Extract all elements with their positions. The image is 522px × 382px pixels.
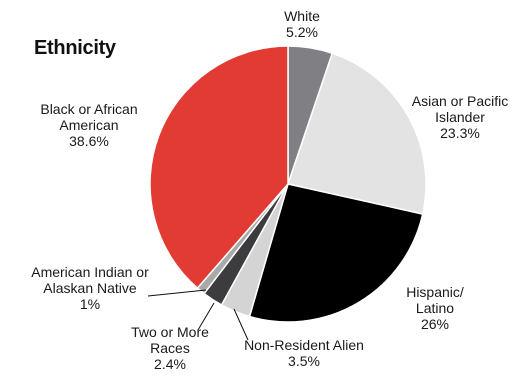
label-asian-pacific-islander: Asian or Pacific Islander 23.3% [402,93,518,141]
leader-line-two-or-more [197,302,215,331]
label-nonresident-value: 3.5% [288,353,320,369]
pie-slices [149,45,427,323]
leader-line-american-indian [147,289,207,297]
label-black-value: 38.6% [69,133,109,149]
label-hispanic-value: 26% [420,316,450,332]
label-asian-value: 23.3% [440,125,480,141]
leader-line-non-resident [233,308,249,341]
leader-lines [147,289,249,341]
label-hispanic-latino: Hispanic/ Latino 26% [390,284,480,332]
label-black-name-line2: American [59,117,119,133]
pie-slice-hispanic-latino [248,183,424,323]
label-two-or-more-name-line2: Races [150,340,190,356]
label-hispanic-name-line1: Hispanic/ [406,284,464,300]
label-two-or-more-value: 2.4% [154,356,186,372]
label-american-indian-name-line1: American Indian or [31,264,149,280]
label-white-value: 5.2% [286,24,318,40]
label-white-name: White [284,8,320,24]
pie-slice-black-african-american [149,45,289,290]
label-american-indian-alaskan: American Indian or Alaskan Native 1% [2,264,178,312]
label-hispanic-name-line2: Latino [415,300,455,316]
pie-slice-asian-pacific-islander [287,52,427,215]
label-black-name-line1: Black or African [40,101,138,117]
label-asian-name-line1: Asian or Pacific [411,93,509,109]
chart-title: Ethnicity [34,37,116,59]
label-black-african-american: Black or African American 38.6% [24,101,154,149]
label-american-indian-name-line2: Alaskan Native [43,280,137,296]
label-two-or-more-name-line1: Two or More [131,324,209,340]
label-asian-name-line2: Islander [435,109,485,125]
label-white: White 5.2% [272,8,332,40]
label-non-resident-alien: Non-Resident Alien 3.5% [234,337,374,369]
label-american-indian-value: 1% [79,296,101,312]
label-nonresident-name: Non-Resident Alien [244,337,364,353]
label-two-or-more-races: Two or More Races 2.4% [120,324,220,372]
